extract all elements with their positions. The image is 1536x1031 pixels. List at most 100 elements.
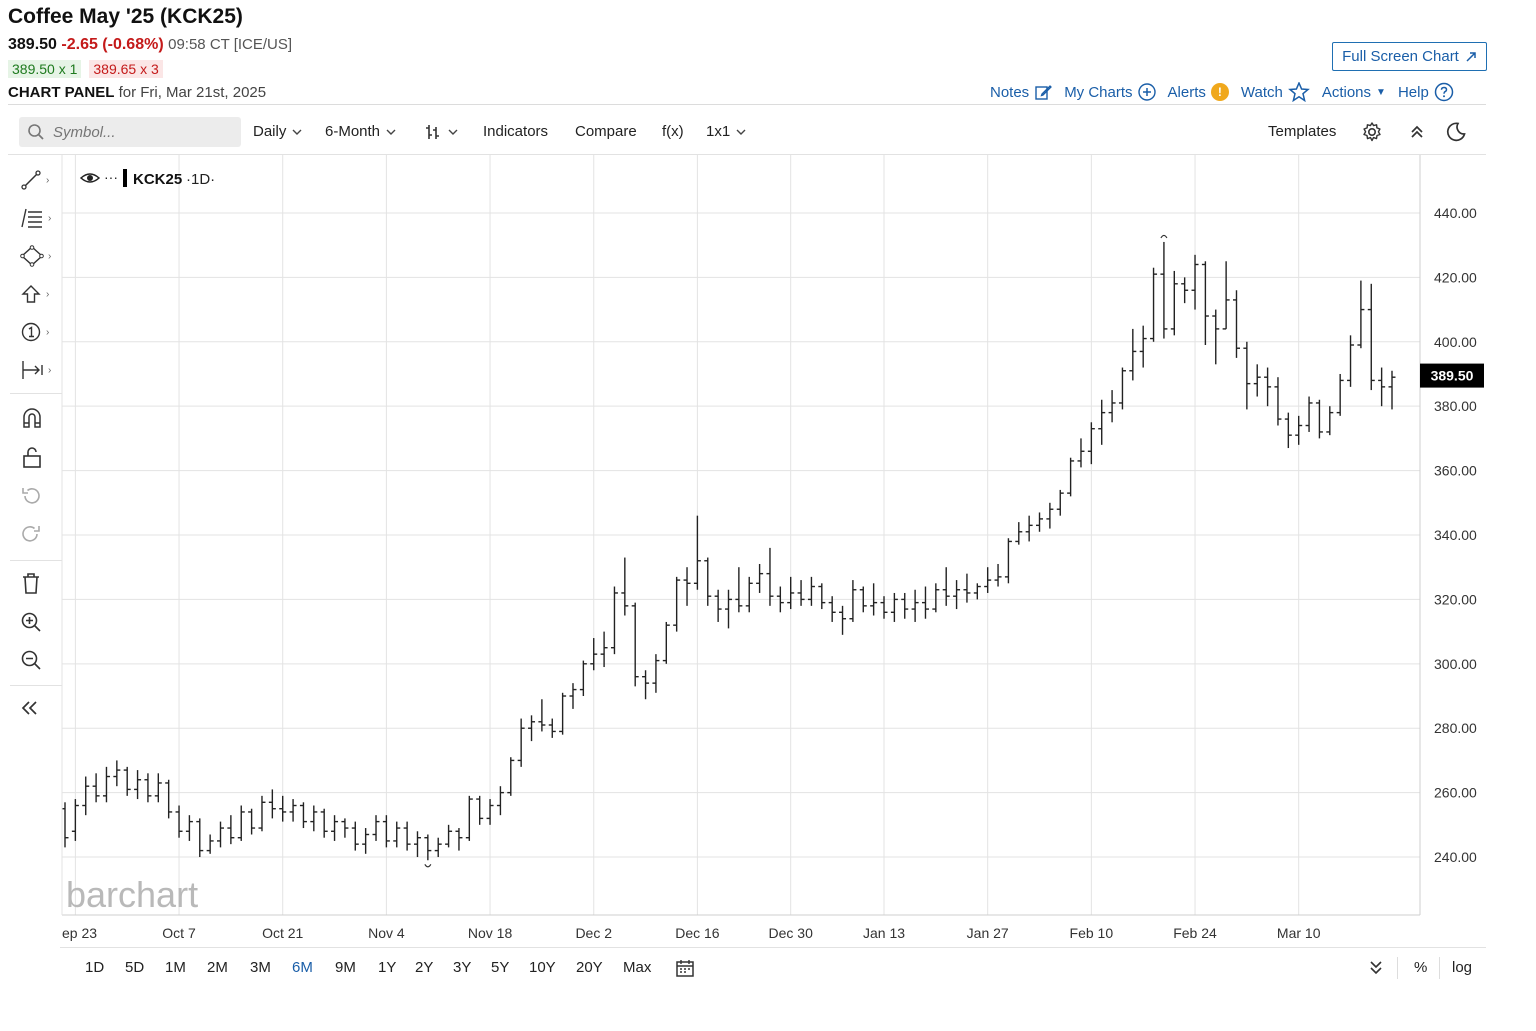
ohlc-bar bbox=[1243, 341, 1251, 410]
range-5y[interactable]: 5Y bbox=[491, 959, 510, 976]
zoom-out-button[interactable] bbox=[20, 646, 52, 674]
compare-label: Compare bbox=[575, 123, 637, 140]
ohlc-bar bbox=[1388, 370, 1396, 410]
double-chevron-left-icon bbox=[21, 701, 37, 715]
range-max[interactable]: Max bbox=[623, 959, 652, 976]
series-legend[interactable]: ··· KCK25 ·1D· bbox=[80, 169, 215, 188]
watch-label: Watch bbox=[1240, 83, 1283, 101]
ohlc-bar bbox=[1222, 261, 1230, 330]
actions-menu[interactable]: Actions ▼ bbox=[1322, 84, 1386, 101]
ohlc-bar bbox=[683, 567, 691, 606]
magnet-tool[interactable] bbox=[20, 404, 52, 432]
ohlc-bar bbox=[828, 596, 836, 622]
ohlc-bar bbox=[1067, 457, 1075, 497]
chevron-down-icon bbox=[292, 129, 302, 135]
low-marker bbox=[424, 863, 432, 868]
x-tick-label: Jan 13 bbox=[863, 925, 905, 941]
range-1d[interactable]: 1D bbox=[85, 959, 105, 976]
arrow-tool[interactable]: › bbox=[20, 280, 52, 308]
log-scale-toggle[interactable]: log bbox=[1452, 959, 1473, 976]
range-10y[interactable]: 10Y bbox=[529, 959, 556, 976]
ohlc-bar bbox=[465, 795, 473, 841]
ohlc-bar bbox=[403, 821, 411, 851]
indicators-button[interactable]: Indicators bbox=[483, 123, 548, 140]
range-5d[interactable]: 5D bbox=[125, 959, 145, 976]
ohlc-bar bbox=[756, 563, 764, 593]
templates-button[interactable]: Templates bbox=[1268, 123, 1336, 140]
range-9m[interactable]: 9M bbox=[335, 959, 356, 976]
interval-dropdown[interactable]: Daily bbox=[253, 123, 302, 140]
range-3m[interactable]: 3M bbox=[250, 959, 271, 976]
zoom-in-icon bbox=[21, 612, 41, 632]
chart-area[interactable]: 440.00 420.00 400.00 380.00 360.00 340.00 320.… bbox=[0, 155, 1536, 955]
ohlc-bar bbox=[496, 786, 504, 816]
ohlc-bar bbox=[123, 766, 131, 796]
ohlc-bar bbox=[921, 586, 929, 619]
chart-type-dropdown[interactable] bbox=[424, 123, 458, 141]
symbol-input[interactable] bbox=[53, 123, 223, 141]
ohlc-bar bbox=[673, 576, 681, 632]
alerts-link[interactable]: Alerts ! bbox=[1168, 83, 1229, 101]
range-2y[interactable]: 2Y bbox=[415, 959, 434, 976]
ohlc-bar bbox=[839, 605, 847, 635]
period-dropdown[interactable]: 6-Month bbox=[325, 123, 396, 140]
number-circle-icon bbox=[21, 322, 41, 342]
range-3y[interactable]: 3Y bbox=[453, 959, 472, 976]
settings-gear-icon[interactable] bbox=[1360, 120, 1384, 144]
ohlc-bar bbox=[787, 576, 795, 610]
legend-symbol: KCK25 bbox=[133, 171, 182, 188]
chevron-down-icon bbox=[736, 129, 746, 135]
full-screen-chart-button[interactable]: Full Screen Chart bbox=[1332, 42, 1487, 71]
trendline-tool[interactable]: › bbox=[20, 166, 52, 194]
lock-tool[interactable] bbox=[20, 443, 52, 471]
ohlc-bar bbox=[973, 583, 981, 600]
function-button[interactable]: f(x) bbox=[662, 123, 684, 140]
ohlc-bar bbox=[818, 583, 826, 610]
range-1y[interactable]: 1Y bbox=[378, 959, 397, 976]
redo-button[interactable] bbox=[20, 520, 52, 548]
undo-button[interactable] bbox=[20, 482, 52, 510]
range-6m[interactable]: 6M bbox=[292, 959, 313, 976]
collapse-tools-button[interactable] bbox=[20, 694, 52, 722]
eye-icon[interactable] bbox=[80, 173, 100, 183]
ohlc-bar bbox=[165, 779, 173, 819]
ohlc-bar bbox=[1367, 283, 1375, 391]
price-line: 389.50 -2.65 (-0.68%) 09:58 CT [ICE/US] bbox=[8, 36, 292, 54]
calendar-icon[interactable] bbox=[675, 958, 695, 978]
delete-drawings-button[interactable] bbox=[20, 569, 52, 597]
notes-link[interactable]: Notes bbox=[990, 83, 1053, 101]
legend-menu-dots[interactable]: ··· bbox=[104, 169, 118, 185]
range-20y[interactable]: 20Y bbox=[576, 959, 603, 976]
my-charts-link[interactable]: My Charts bbox=[1064, 83, 1156, 101]
range-1m[interactable]: 1M bbox=[165, 959, 186, 976]
shapes-tool[interactable]: › bbox=[20, 242, 52, 270]
ohlc-bar bbox=[248, 808, 256, 835]
panel-name: CHART PANEL bbox=[8, 84, 115, 101]
ohlc-bar bbox=[662, 621, 670, 664]
double-chevron-down-icon[interactable] bbox=[1368, 959, 1384, 977]
watch-link[interactable]: Watch bbox=[1241, 82, 1310, 102]
help-circle-icon bbox=[1434, 82, 1454, 102]
annotation-tool[interactable]: › bbox=[20, 318, 52, 346]
trash-icon bbox=[23, 573, 39, 594]
compare-button[interactable]: Compare bbox=[575, 123, 637, 140]
zoom-in-button[interactable] bbox=[20, 608, 52, 636]
range-2m[interactable]: 2M bbox=[207, 959, 228, 976]
x-tick-label: Dec 16 bbox=[675, 925, 720, 941]
star-icon bbox=[1287, 82, 1310, 102]
layout-dropdown[interactable]: 1x1 bbox=[706, 123, 746, 140]
dark-mode-moon-icon[interactable] bbox=[1444, 120, 1468, 144]
collapse-up-icon[interactable] bbox=[1405, 120, 1429, 144]
help-link[interactable]: Help bbox=[1398, 82, 1454, 102]
ohlc-bar bbox=[994, 563, 1002, 587]
measure-tool[interactable]: › bbox=[20, 356, 52, 384]
chevron-right-icon: › bbox=[48, 364, 52, 376]
alert-badge-icon: ! bbox=[1210, 83, 1229, 101]
ohlc-bar bbox=[704, 557, 712, 606]
symbol-search[interactable] bbox=[19, 117, 241, 147]
percent-scale-toggle[interactable]: % bbox=[1414, 959, 1428, 976]
ohlc-bar bbox=[217, 821, 225, 848]
ohlc-bar bbox=[310, 805, 318, 832]
price-chart[interactable]: 440.00 420.00 400.00 380.00 360.00 340.00 320.… bbox=[0, 155, 1536, 947]
fibonacci-tool[interactable]: › bbox=[20, 204, 52, 232]
